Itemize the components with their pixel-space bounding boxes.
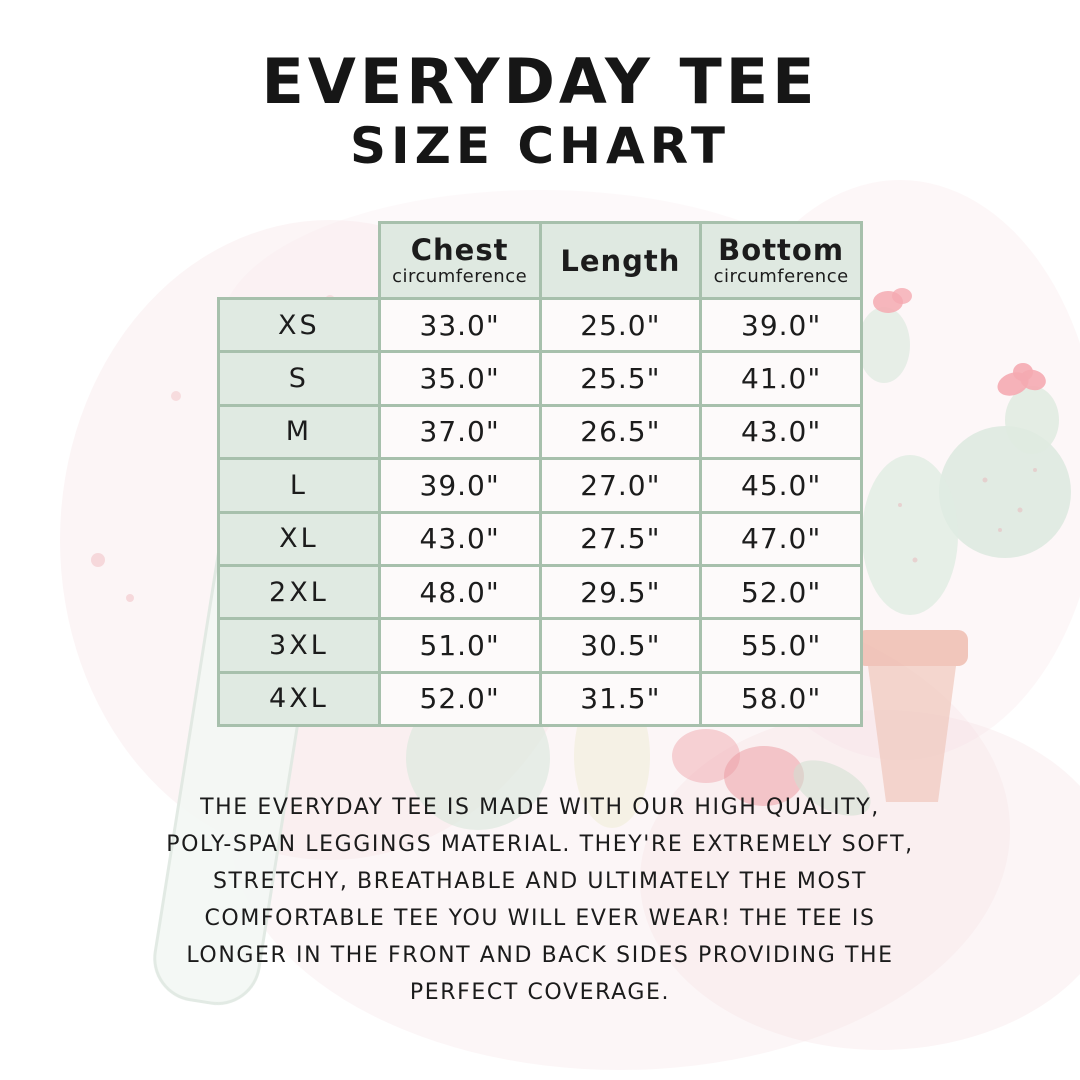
length-value: 30.5"	[538, 617, 703, 674]
length-value: 31.5"	[538, 670, 703, 728]
table-row: 2XL 48.0" 29.5" 52.0"	[217, 563, 863, 621]
table-row: XL 43.0" 27.5" 47.0"	[217, 510, 863, 567]
bottom-value: 47.0"	[699, 510, 863, 567]
length-value: 26.5"	[538, 403, 703, 461]
bottom-value: 43.0"	[699, 403, 863, 461]
table-row: L 39.0" 27.0" 45.0"	[217, 457, 863, 514]
length-value: 27.0"	[538, 457, 703, 514]
size-label: 2XL	[217, 563, 381, 621]
chest-value: 48.0"	[377, 563, 542, 621]
product-description: THE EVERYDAY TEE IS MADE WITH OUR HIGH Q…	[0, 789, 1080, 1011]
length-value: 25.5"	[538, 350, 703, 407]
description-line: LONGER IN THE FRONT AND BACK SIDES PROVI…	[186, 943, 894, 968]
chest-value: 43.0"	[377, 510, 542, 567]
table-row: XS 33.0" 25.0" 39.0"	[217, 296, 863, 354]
chest-value: 33.0"	[377, 296, 542, 354]
description-line: STRETCHY, BREATHABLE AND ULTIMATELY THE …	[212, 869, 868, 894]
size-label: 4XL	[217, 670, 381, 728]
size-label: L	[217, 457, 381, 514]
bottom-value: 55.0"	[699, 617, 863, 674]
description-line: THE EVERYDAY TEE IS MADE WITH OUR HIGH Q…	[200, 795, 880, 820]
bottom-value: 39.0"	[699, 296, 863, 354]
bottom-value: 41.0"	[699, 350, 863, 407]
header-spacer-cell	[219, 223, 380, 299]
description-line: POLY-SPAN LEGGINGS MATERIAL. THEY'RE EXT…	[166, 832, 914, 857]
table-row: M 37.0" 26.5" 43.0"	[217, 403, 863, 461]
table-header-row: Chest circumference Length Bottom circum…	[219, 221, 863, 300]
table-row: 4XL 52.0" 31.5" 58.0"	[217, 670, 863, 728]
chest-value: 39.0"	[377, 457, 542, 514]
bottom-value: 52.0"	[699, 563, 863, 621]
header-chest: Chest circumference	[377, 221, 542, 300]
header-bottom-subtitle: circumference	[713, 266, 849, 287]
chest-value: 35.0"	[377, 350, 542, 407]
chest-value: 37.0"	[377, 403, 542, 461]
description-line: PERFECT COVERAGE.	[409, 980, 671, 1005]
size-label: M	[217, 403, 381, 461]
header-length: Length	[538, 221, 703, 300]
size-table: Chest circumference Length Bottom circum…	[217, 221, 863, 728]
length-value: 27.5"	[538, 510, 703, 567]
header-chest-title: Chest	[410, 233, 509, 267]
header-length-title: Length	[560, 243, 681, 278]
description-line: COMFORTABLE TEE YOU WILL EVER WEAR! THE …	[204, 906, 876, 931]
bottom-value: 58.0"	[699, 670, 863, 728]
header-bottom-title: Bottom	[718, 233, 845, 267]
page-title: EVERYDAY TEE	[261, 45, 819, 118]
bottom-value: 45.0"	[699, 457, 863, 514]
size-label: XS	[217, 296, 381, 354]
table-row: S 35.0" 25.5" 41.0"	[217, 350, 863, 407]
table-row: 3XL 51.0" 30.5" 55.0"	[217, 617, 863, 674]
length-value: 29.5"	[538, 563, 703, 621]
title-block: EVERYDAY TEE SIZE CHART	[0, 0, 1080, 175]
length-value: 25.0"	[538, 296, 703, 354]
header-chest-subtitle: circumference	[392, 266, 528, 287]
size-label: S	[217, 350, 381, 407]
page-subtitle: SIZE CHART	[349, 117, 731, 175]
chest-value: 51.0"	[377, 617, 542, 674]
size-label: 3XL	[217, 617, 381, 674]
chest-value: 52.0"	[377, 670, 542, 728]
size-label: XL	[217, 510, 381, 567]
header-bottom: Bottom circumference	[699, 221, 863, 300]
